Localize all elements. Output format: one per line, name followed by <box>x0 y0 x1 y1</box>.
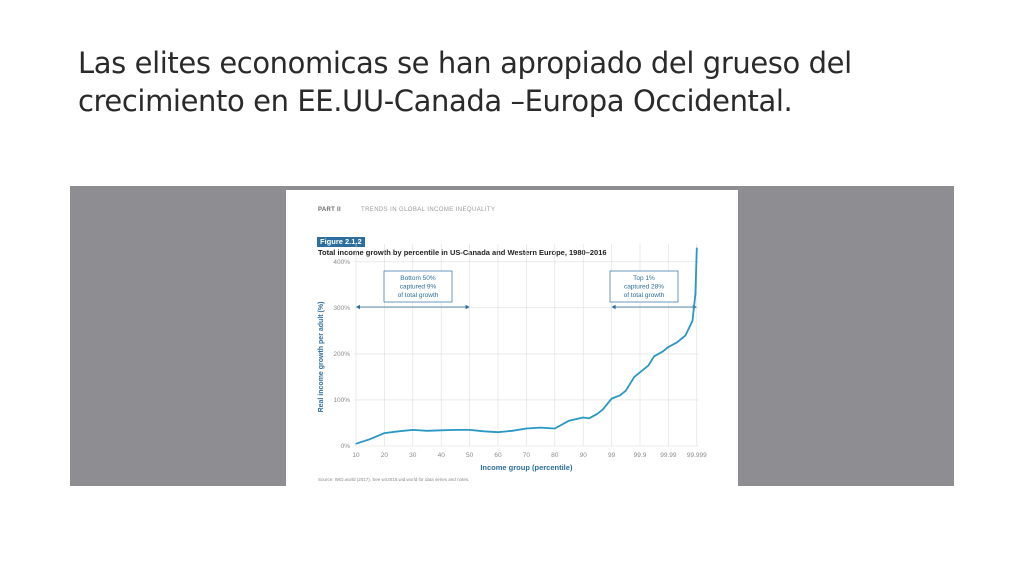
part-label: PART II <box>318 207 341 213</box>
data-point <box>653 355 655 357</box>
y-tick-label: 0% <box>341 443 351 450</box>
x-tick-label: 60 <box>494 452 502 459</box>
x-tick-label: 20 <box>381 452 389 459</box>
data-point <box>611 397 613 400</box>
x-tick-label: 30 <box>409 452 417 459</box>
figure-tag: Figure 2.1.2 <box>317 237 365 247</box>
data-point <box>355 443 357 445</box>
x-tick-label: 99.999 <box>687 452 707 459</box>
data-point <box>684 334 687 337</box>
data-point <box>412 429 414 431</box>
data-point <box>619 394 621 396</box>
data-point <box>667 346 669 348</box>
data-point <box>633 376 635 378</box>
data-point <box>398 430 400 432</box>
data-point <box>625 390 627 392</box>
annotation-bottom-50-box <box>383 270 453 303</box>
data-point <box>568 420 570 422</box>
y-tick-label: 400% <box>333 259 350 266</box>
annotation-bottom-50-arrowhead-left <box>356 304 360 310</box>
data-point <box>691 320 694 322</box>
data-point <box>454 429 456 431</box>
series-line <box>355 247 698 445</box>
figure-title: Total income growth by percentile in US-… <box>318 248 607 257</box>
annotation-bottom-50-text: of total growth <box>398 292 439 299</box>
annotation-bottom-50-text: Bottom 50% <box>400 275 436 282</box>
slide-title-line-1: Las elites economicas se han apropiado d… <box>78 46 852 80</box>
slide-title: Las elites economicas se han apropiado d… <box>78 44 978 120</box>
annotation-bottom-50-text: captured 9% <box>400 284 437 291</box>
data-point <box>554 427 556 430</box>
x-tick-label: 10 <box>352 452 360 459</box>
x-tick-label: 99.99 <box>660 452 677 459</box>
data-point <box>483 430 485 432</box>
x-tick-label: 90 <box>580 452 588 459</box>
figure-source: Source: WID.world (2017). See wir2018.wi… <box>318 477 470 482</box>
data-point <box>696 247 698 249</box>
y-tick-label: 300% <box>333 305 350 312</box>
data-point <box>639 371 641 373</box>
annotation-bottom-50-arrowhead-right <box>465 304 470 310</box>
income-growth-chart: 0% 100% 200% 300% 400% 10 20 30 40 50 60 70 80 90 99 99… <box>318 244 707 472</box>
y-tick-label: 100% <box>333 397 350 404</box>
x-tick-label: 40 <box>438 452 446 459</box>
data-point <box>525 427 527 430</box>
annotation-top-1-arrowhead-left <box>611 304 616 310</box>
annotation-top-1-text: of total growth <box>624 292 665 299</box>
annotation-top-1-text: Top 1% <box>633 275 655 282</box>
data-point <box>369 438 371 440</box>
annotation-top-1-text: captured 28% <box>624 284 664 291</box>
y-axis-label: Real income growth per adult (%) <box>318 302 325 413</box>
x-tick-label: 99.9 <box>634 452 647 459</box>
x-tick-label: 50 <box>466 452 474 459</box>
data-point <box>540 426 542 429</box>
data-point <box>497 431 499 433</box>
x-tick-label: 80 <box>551 452 559 459</box>
data-point <box>440 429 442 431</box>
figure-page: PART II TRENDS IN GLOBAL INCOME INEQUALI… <box>286 190 738 486</box>
data-point <box>511 430 513 432</box>
part-title: TRENDS IN GLOBAL INCOME INEQUALITY <box>361 207 496 213</box>
data-point <box>582 416 584 419</box>
x-tick-label: 70 <box>523 452 531 459</box>
data-point <box>588 417 590 419</box>
slide-title-line-2: crecimiento en EE.UU-Canada –Europa Occi… <box>78 84 793 118</box>
annotation-top-1-box <box>609 270 679 303</box>
x-tick-label: 99 <box>608 452 616 459</box>
data-point <box>694 293 696 295</box>
data-point <box>426 430 428 432</box>
x-axis-label: Income group (percentile) <box>480 463 573 472</box>
y-tick-label: 200% <box>333 351 350 358</box>
data-point <box>676 341 678 343</box>
data-point <box>383 432 385 434</box>
data-point <box>647 364 650 367</box>
data-point <box>469 429 471 431</box>
data-point <box>596 413 598 415</box>
data-point <box>602 408 604 410</box>
data-point <box>662 351 664 353</box>
